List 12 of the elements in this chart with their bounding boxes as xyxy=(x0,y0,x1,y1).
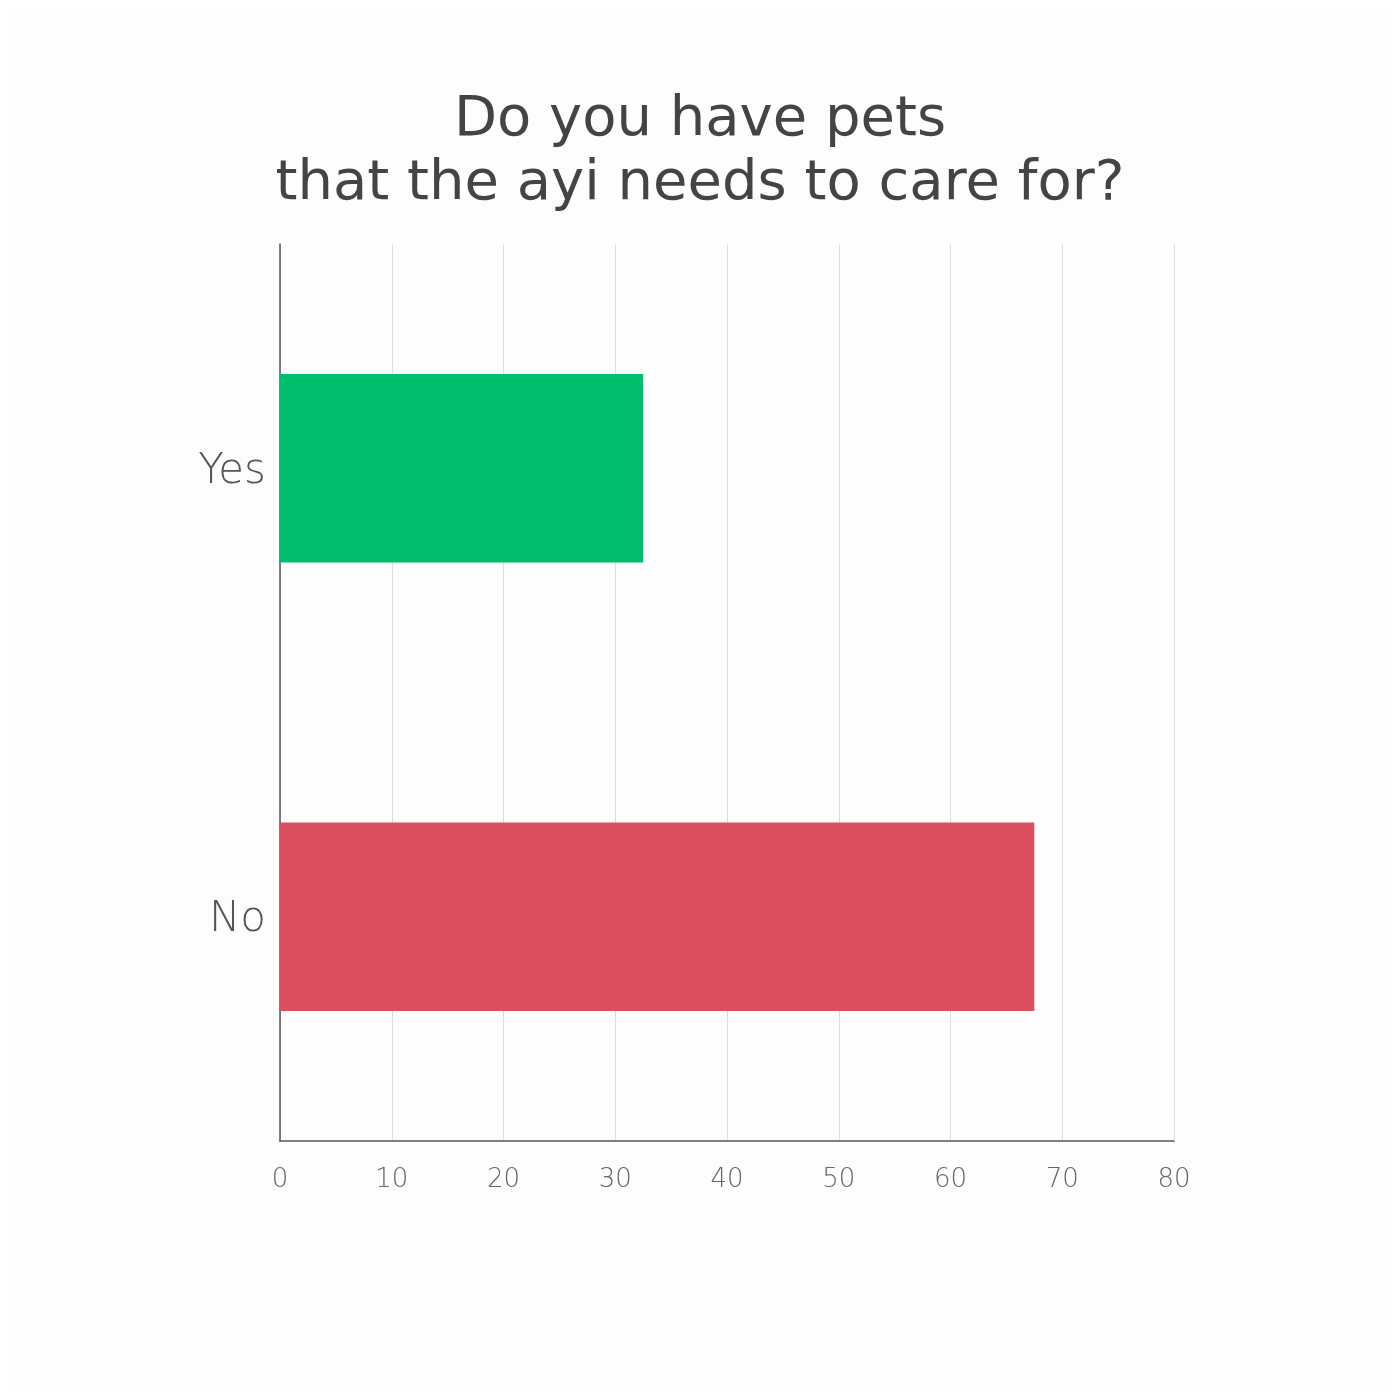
x-tick-label: 20 xyxy=(486,1163,521,1193)
x-tick-label: 0 xyxy=(271,1163,289,1193)
y-tick-label: Yes xyxy=(198,443,266,493)
x-tick-label: 40 xyxy=(710,1163,744,1193)
y-tick-label: No xyxy=(208,892,266,942)
x-tick-label: 30 xyxy=(598,1163,632,1193)
x-tick-label: 70 xyxy=(1045,1163,1079,1193)
x-tick-label: 10 xyxy=(375,1163,409,1193)
x-tick-label: 80 xyxy=(1157,1163,1191,1193)
x-tick-label: 50 xyxy=(822,1163,856,1193)
chart-title: Do you have pets that the ayi needs to care for? xyxy=(275,82,1125,212)
x-tick-label: 60 xyxy=(933,1163,968,1193)
